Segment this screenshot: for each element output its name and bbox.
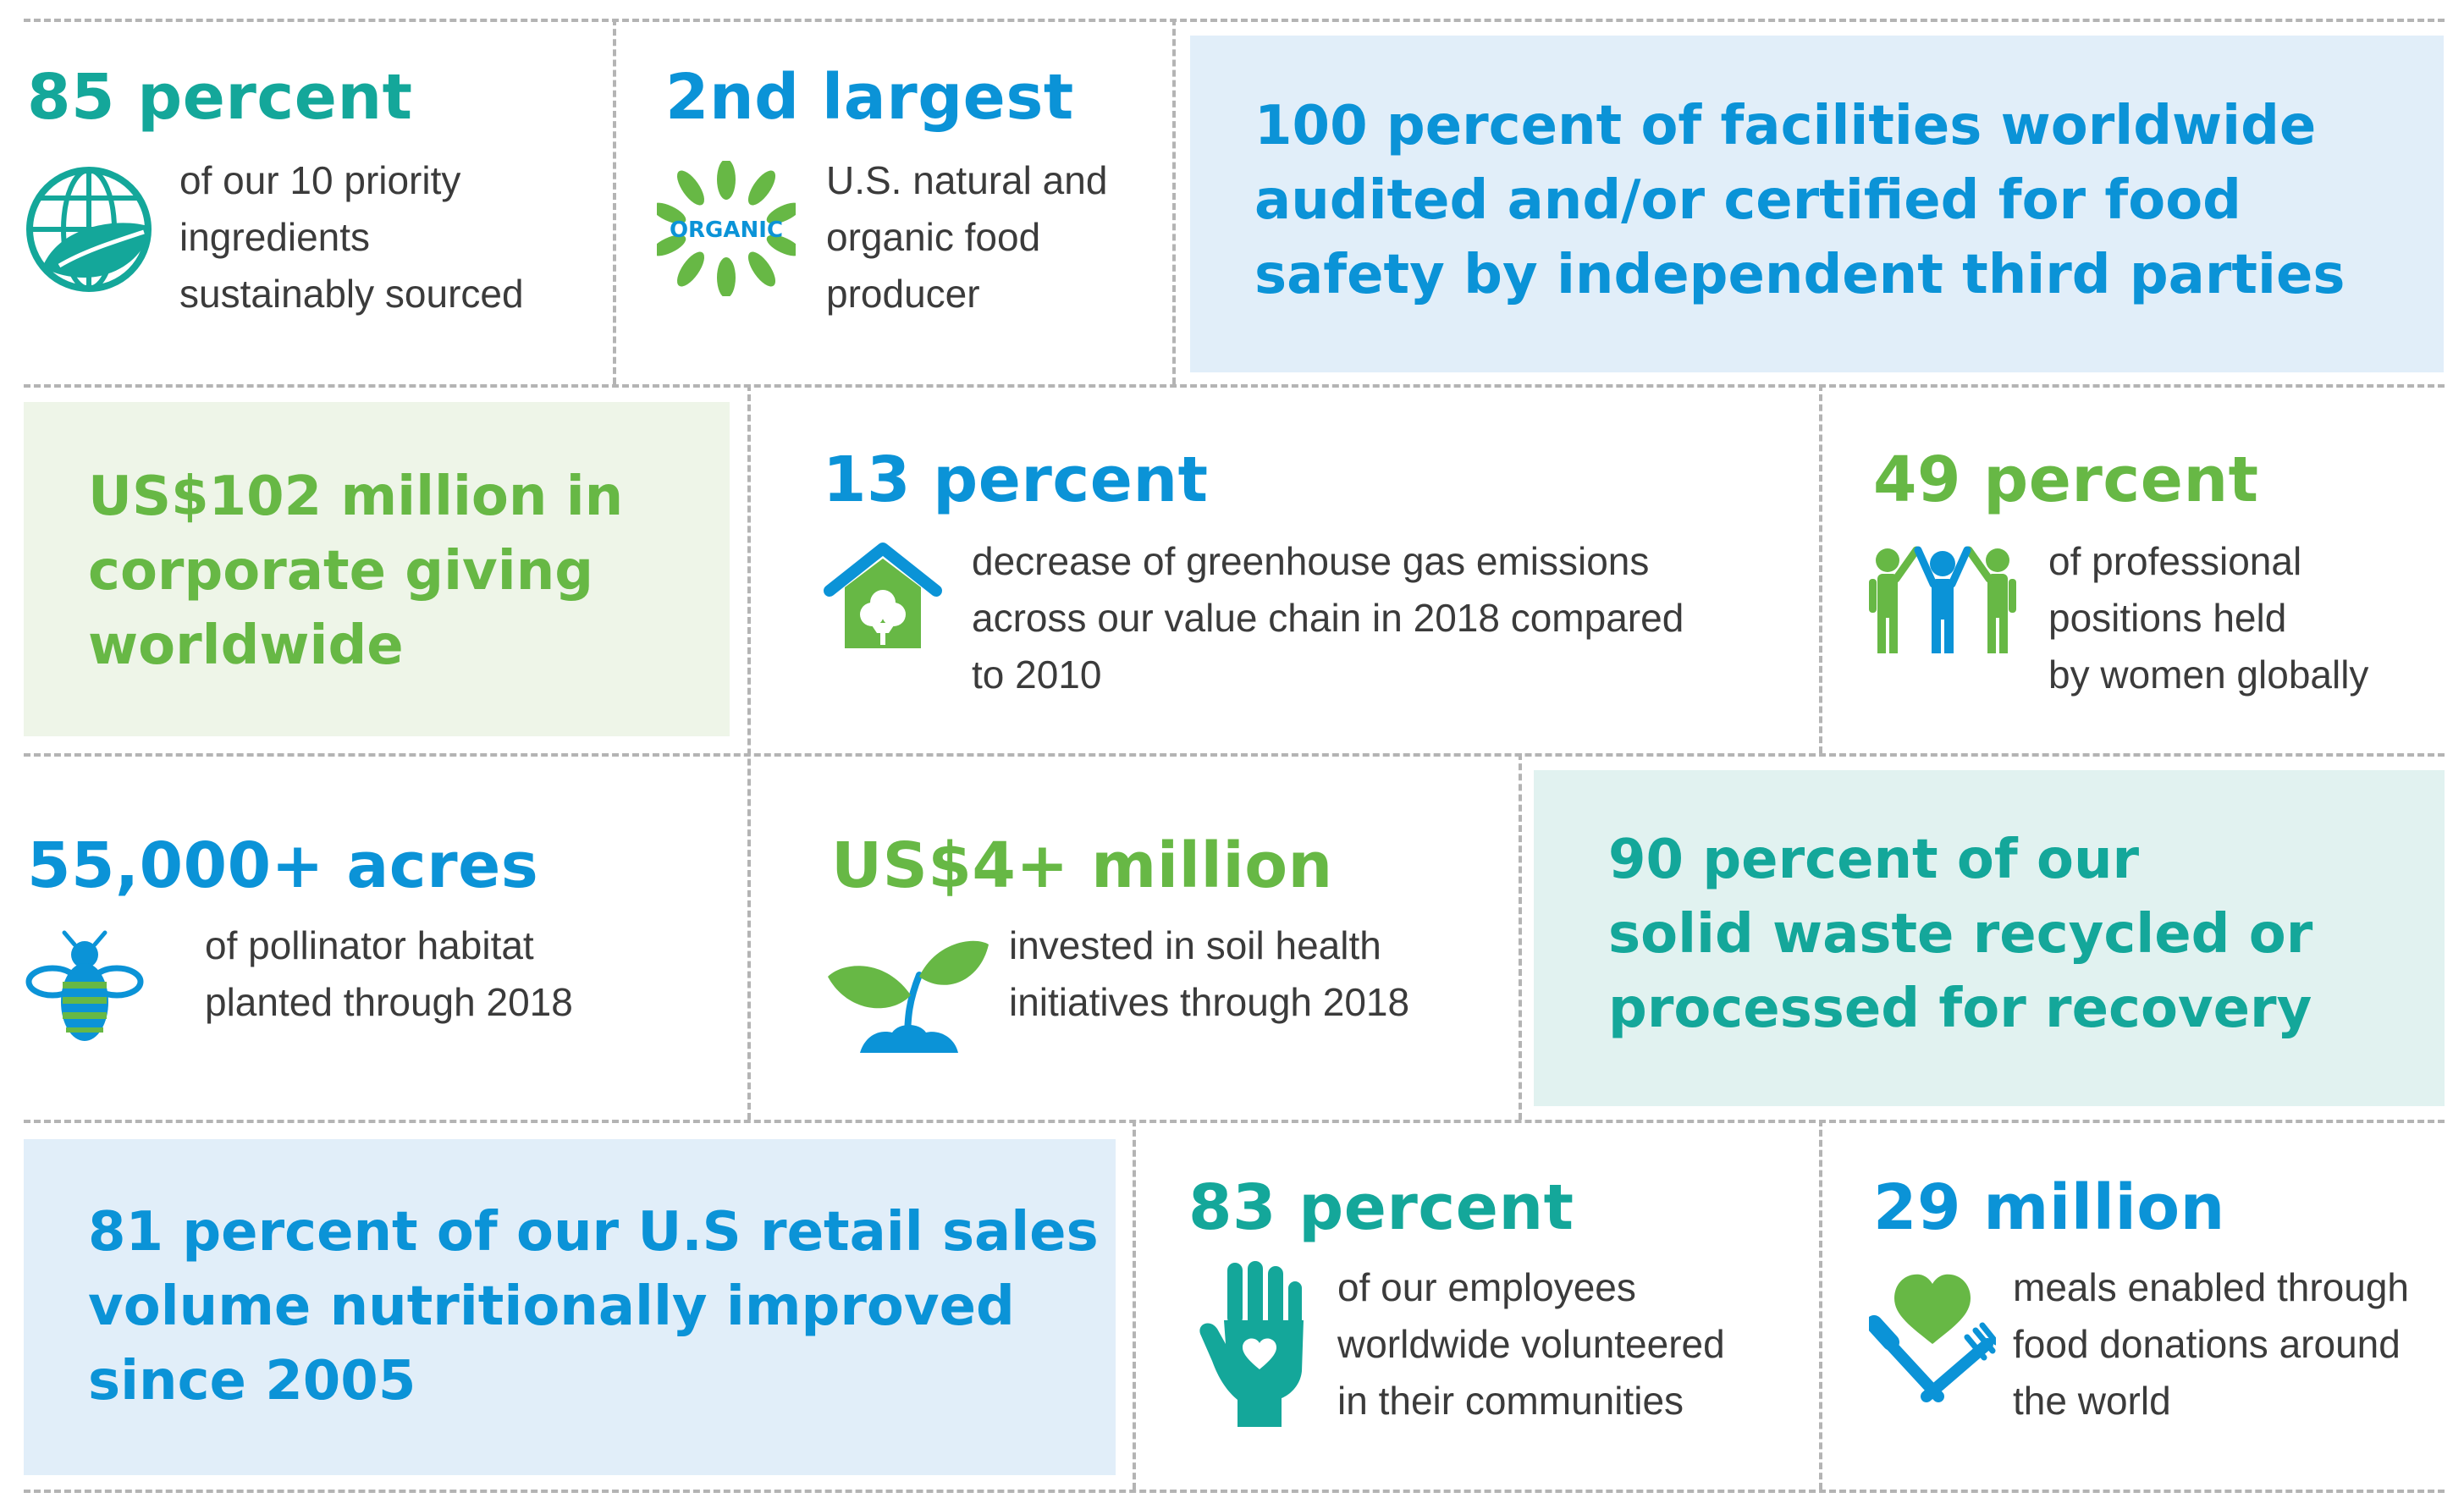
stat-value: 83 percent <box>1188 1171 1574 1244</box>
bee-icon <box>25 929 144 1044</box>
column-divider <box>1819 384 1822 753</box>
stat-description-line: of pollinator habitat <box>205 923 534 967</box>
highlight-line: volume nutritionally improved <box>88 1275 1015 1338</box>
highlight-line: 81 percent of our U.S retail sales <box>88 1201 1099 1264</box>
column-divider <box>1519 753 1522 1120</box>
stat-description-line: across our value chain in 2018 compared <box>972 596 1684 640</box>
row-divider <box>24 1120 2445 1123</box>
people-raising-hands-icon <box>1867 545 2018 655</box>
stat-description-line: of our 10 priority <box>179 158 461 202</box>
stat-description-line: positions held <box>2048 596 2287 640</box>
stat-description-line: to 2010 <box>972 653 1102 697</box>
highlight-line: 100 percent of facilities worldwide <box>1254 95 2317 157</box>
column-divider <box>613 19 616 384</box>
stat-description-line: meals enabled through <box>2013 1265 2409 1309</box>
highlight-line: processed for recovery <box>1608 978 2312 1040</box>
stat-description-line: invested in soil health <box>1009 923 1381 967</box>
stat-description-line: of our employees <box>1337 1265 1636 1309</box>
stat-description-line: worldwide volunteered <box>1337 1322 1725 1366</box>
highlight-box-solid-waste: 90 percent of our solid waste recycled o… <box>1534 770 2445 1106</box>
stat-value: 29 million <box>1873 1171 2225 1244</box>
highlight-box-corporate-giving: US$102 million in corporate giving world… <box>24 402 730 736</box>
stat-description-line: food donations around <box>2013 1322 2401 1366</box>
row-divider <box>24 1490 2445 1493</box>
highlight-line: safety by independent third parties <box>1254 244 2345 306</box>
stat-value: 13 percent <box>823 443 1209 516</box>
stat-description-line: the world <box>2013 1379 2171 1423</box>
stat-description-line: sustainably sourced <box>179 272 524 316</box>
stat-description-line: by women globally <box>2048 653 2369 697</box>
highlight-line: solid waste recycled or <box>1608 903 2313 966</box>
stat-description-line: initiatives through 2018 <box>1009 980 1410 1024</box>
globe-leaf-icon <box>25 166 152 293</box>
stat-value: 2nd largest <box>665 61 1074 134</box>
highlight-line: 90 percent of our <box>1608 829 2140 891</box>
row-divider <box>24 753 2445 757</box>
stat-description-line: ingredients <box>179 215 371 259</box>
stat-description-line: U.S. natural and <box>826 158 1108 202</box>
heart-fork-knife-icon <box>1869 1269 1996 1405</box>
highlight-line: audited and/or certified for food <box>1254 169 2241 232</box>
row-divider <box>24 384 2445 388</box>
row-divider <box>24 19 2445 22</box>
green-house-icon <box>819 540 946 652</box>
column-divider <box>1172 19 1176 384</box>
stat-value: 85 percent <box>27 61 413 134</box>
stat-description-line: organic food <box>826 215 1041 259</box>
highlight-line: corporate giving <box>88 540 594 603</box>
column-divider <box>1133 1120 1136 1490</box>
stat-description-line: producer <box>826 272 980 316</box>
organic-label: ORGANIC <box>670 218 783 243</box>
highlight-box-food-safety: 100 percent of facilities worldwide audi… <box>1190 36 2444 372</box>
stat-description-line: of professional <box>2048 539 2302 583</box>
organic-leaves-icon: ORGANIC <box>657 161 796 296</box>
highlight-line: US$102 million in <box>88 465 624 528</box>
highlight-line: worldwide <box>88 614 404 677</box>
stat-value: 49 percent <box>1873 443 2259 516</box>
stat-value: 55,000+ acres <box>27 829 539 902</box>
highlight-box-nutrition: 81 percent of our U.S retail sales volum… <box>24 1139 1116 1475</box>
stat-description-line: decrease of greenhouse gas emissions <box>972 539 1650 583</box>
column-divider <box>747 384 751 1120</box>
seedling-icon <box>826 924 990 1053</box>
hand-heart-icon <box>1199 1261 1317 1429</box>
stat-description-line: planted through 2018 <box>205 980 573 1024</box>
stat-value: US$4+ million <box>831 829 1333 902</box>
stat-description-line: in their communities <box>1337 1379 1684 1423</box>
column-divider <box>1819 1120 1822 1490</box>
highlight-line: since 2005 <box>88 1350 416 1413</box>
